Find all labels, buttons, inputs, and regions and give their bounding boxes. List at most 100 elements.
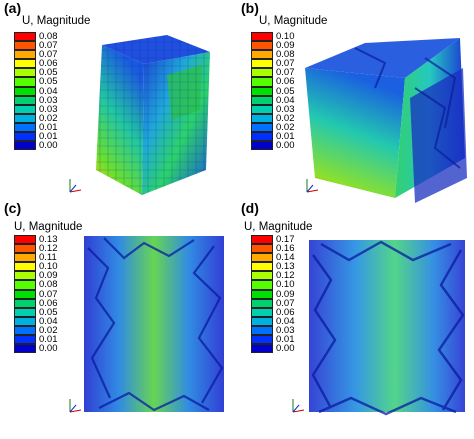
tick-value: 0.02 <box>39 112 58 124</box>
tick-value: 0.03 <box>39 94 58 106</box>
color-swatch <box>251 132 273 142</box>
legend-title: U, Magnitude <box>259 15 328 27</box>
tick-value: 0.09 <box>276 288 295 300</box>
color-swatch <box>14 280 36 290</box>
legend-title: U, Magnitude <box>22 15 91 27</box>
tick-value: 0.07 <box>276 297 295 309</box>
tick-value: 0.03 <box>276 324 295 336</box>
tick-value: 0.04 <box>39 85 58 97</box>
tick-value: 0.10 <box>276 279 295 291</box>
tick-value: 0.07 <box>39 49 58 61</box>
axis-triad-icon <box>69 179 82 193</box>
tick-value: 0.03 <box>39 103 58 115</box>
color-swatch <box>14 262 36 272</box>
color-swatch <box>14 298 36 308</box>
tick-value: 0.07 <box>276 67 295 79</box>
panel-c: (c) U, Magnitude 0.13 0.12 0.11 0.10 0.0… <box>0 200 237 419</box>
color-swatch <box>14 235 36 245</box>
tick-value: 0.01 <box>39 131 58 143</box>
tick-value: 0.00 <box>39 140 58 152</box>
color-swatch <box>14 335 36 345</box>
axis-triad-icon <box>306 179 319 193</box>
color-swatch <box>14 141 36 151</box>
color-swatch <box>14 244 36 254</box>
tick-value: 0.05 <box>39 67 58 79</box>
color-swatch <box>14 307 36 317</box>
tick-value: 0.01 <box>39 334 58 346</box>
tick-value: 0.08 <box>39 279 58 291</box>
tick-value: 0.08 <box>39 31 58 42</box>
color-swatch <box>251 86 273 96</box>
tick-value: 0.01 <box>39 121 58 133</box>
tick-value: 0.04 <box>276 94 295 106</box>
color-swatch <box>251 325 273 336</box>
panel-a: (a) U, Magnitude 0.08 0.07 0.07 0.06 0.0… <box>0 0 237 219</box>
color-swatch <box>251 122 273 133</box>
color-swatch <box>14 104 36 114</box>
color-swatch <box>251 141 273 151</box>
tick-value: 0.12 <box>276 270 295 282</box>
color-swatch <box>14 271 36 281</box>
tick-value: 0.06 <box>276 306 295 318</box>
color-swatch <box>14 325 36 336</box>
tick-value: 0.11 <box>39 252 57 264</box>
tick-value: 0.05 <box>39 306 58 318</box>
color-swatch <box>251 335 273 345</box>
color-scale: 0.10 0.09 0.08 0.07 0.07 0.06 0.05 0.04 … <box>251 31 301 152</box>
tick-value: 0.16 <box>276 243 295 255</box>
color-swatch <box>251 68 273 78</box>
tick-value: 0.00 <box>39 343 58 355</box>
tick-value: 0.02 <box>276 112 295 124</box>
tick-value: 0.01 <box>276 334 295 346</box>
axis-triad-icon <box>292 399 305 413</box>
color-swatch <box>251 235 273 245</box>
color-swatch <box>251 280 273 290</box>
panel-d: (d) U, Magnitude 0.17 0.16 0.14 0.13 0.1… <box>237 200 474 419</box>
color-swatch <box>14 344 36 354</box>
color-swatch <box>251 32 273 42</box>
color-swatch <box>251 344 273 354</box>
color-scale: 0.13 0.12 0.11 0.10 0.09 0.08 0.07 0.06 … <box>14 234 64 355</box>
panel-b: (b) U, Magnitude 0.10 0.09 0.08 0.07 0.0… <box>237 0 474 219</box>
color-swatch <box>251 95 273 105</box>
panel-label: (a) <box>4 0 22 16</box>
color-scale: 0.08 0.07 0.07 0.06 0.05 0.05 0.04 0.03 … <box>14 31 64 152</box>
tick-value: 0.07 <box>276 58 295 70</box>
color-swatch <box>251 253 273 263</box>
color-swatch <box>14 253 36 263</box>
color-swatch <box>251 113 273 123</box>
legend-title: U, Magnitude <box>14 221 83 233</box>
tick-value: 0.08 <box>276 49 295 61</box>
color-swatch <box>251 298 273 308</box>
color-swatch <box>251 41 273 51</box>
axis-triad-icon <box>69 399 82 413</box>
color-swatch <box>14 41 36 51</box>
tick-value: 0.03 <box>276 103 295 115</box>
foam-model-render <box>305 38 467 203</box>
tick-value: 0.07 <box>39 288 58 300</box>
color-swatch <box>14 77 36 87</box>
tick-value: 0.00 <box>276 140 295 152</box>
color-swatch <box>14 113 36 123</box>
tick-value: 0.02 <box>276 121 295 133</box>
tick-value: 0.17 <box>276 234 295 245</box>
tick-value: 0.13 <box>39 234 58 245</box>
panel-label: (d) <box>241 200 259 216</box>
color-swatch <box>251 59 273 69</box>
tick-value: 0.06 <box>39 58 58 70</box>
tick-value: 0.01 <box>276 131 295 143</box>
tick-value: 0.09 <box>39 270 58 282</box>
foam-model-render <box>309 240 465 416</box>
tick-value: 0.04 <box>39 315 58 327</box>
color-swatch <box>14 50 36 60</box>
color-swatch <box>14 86 36 96</box>
tick-value: 0.04 <box>276 315 295 327</box>
tick-value: 0.10 <box>39 261 58 273</box>
tick-value: 0.14 <box>276 252 295 264</box>
tick-value: 0.12 <box>39 243 58 255</box>
tick-value: 0.10 <box>276 31 295 42</box>
color-swatch <box>14 316 36 326</box>
legend-title: U, Magnitude <box>244 221 313 233</box>
color-swatch <box>14 59 36 69</box>
foam-model-render <box>96 35 210 195</box>
